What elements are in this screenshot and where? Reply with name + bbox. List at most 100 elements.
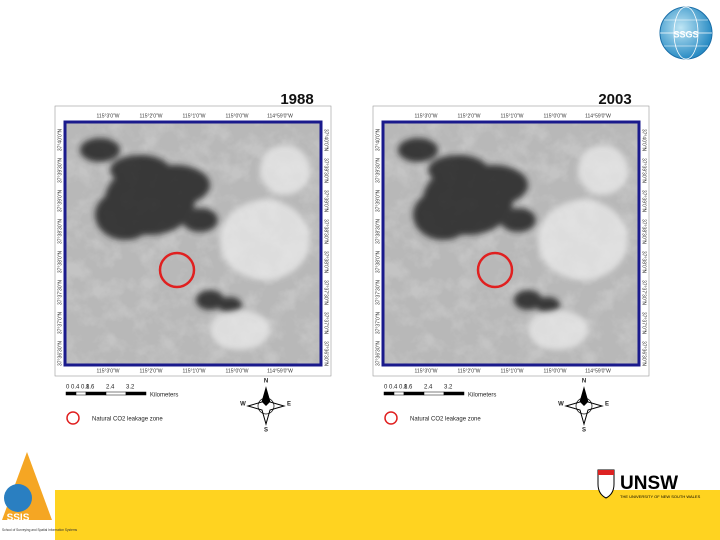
scale-segment <box>65 391 77 396</box>
legend-text: Natural CO2 leakage zone <box>92 417 163 423</box>
footer-bar <box>55 490 720 540</box>
compass-ring <box>575 397 593 415</box>
scale-segment <box>125 391 147 396</box>
lat-label: 37°39'30"N <box>375 158 381 183</box>
lat-label: 37°39'30"N <box>57 158 63 183</box>
lat-label: 37°40'0"N <box>323 129 329 152</box>
map-frame <box>381 120 641 367</box>
dark-patch <box>80 138 120 162</box>
light-region <box>528 145 628 350</box>
lat-label: 37°38'30"N <box>375 219 381 244</box>
panel-year: 1988 <box>280 91 313 108</box>
lon-label: 115°3'0"W <box>97 368 120 374</box>
compass-s: S <box>264 428 268 434</box>
lat-label: 37°38'30"N <box>641 219 647 244</box>
lat-label: 37°37'0"N <box>57 311 63 334</box>
lon-label: 114°59'0"W <box>267 368 293 374</box>
compass-w: W <box>240 402 246 408</box>
dark-patch <box>110 155 170 185</box>
scale-label: 0 0.4 0.8 <box>66 385 90 391</box>
legend-symbol <box>384 411 398 425</box>
dark-patch <box>398 138 438 162</box>
ssis-logo-sub: School of Surveying and Spatial Informat… <box>2 528 78 532</box>
lat-label: 37°38'30"N <box>323 219 329 244</box>
lon-label: 115°2'0"W <box>458 113 481 119</box>
compass-w: W <box>558 402 564 408</box>
lon-label: 115°1'0"W <box>183 368 206 374</box>
map-panel: 2003 115°3'0"W 115°3'0"W 115°2'0"W 115°2'0"W… <box>372 91 650 434</box>
lon-label: 114°59'0"W <box>585 113 611 119</box>
dark-patch <box>514 290 542 310</box>
scale-segment <box>105 391 127 396</box>
lat-label: 37°39'0"N <box>375 189 381 212</box>
compass-s: S <box>582 428 586 434</box>
lat-label: 37°38'0"N <box>323 251 329 274</box>
compass-ring <box>257 397 275 415</box>
lat-label: 37°36'30"N <box>323 341 329 366</box>
compass-n: N <box>264 379 268 385</box>
globe-logo-text: SSGS <box>673 29 698 39</box>
compass-star-inner <box>262 388 270 406</box>
dark-region <box>398 138 560 313</box>
compass-n: N <box>582 379 586 385</box>
lon-label: 115°1'0"W <box>501 113 524 119</box>
scale-segment <box>383 391 395 396</box>
scale-segment <box>423 391 445 396</box>
scale-segment <box>403 391 425 396</box>
compass: N S W E <box>240 379 291 434</box>
lon-label: 115°2'0"W <box>140 368 163 374</box>
scale-label: 1.6 <box>404 385 413 391</box>
lat-label: 37°38'0"N <box>641 251 647 274</box>
lat-label: 37°36'30"N <box>375 341 381 366</box>
compass-star-inner <box>580 388 588 406</box>
dark-patch <box>196 290 224 310</box>
compass: N S W E <box>558 379 609 434</box>
light-patch <box>210 310 270 350</box>
dark-patch <box>95 190 155 240</box>
lat-label: 37°39'30"N <box>641 158 647 183</box>
dark-region <box>80 138 242 313</box>
lat-label: 37°38'30"N <box>57 219 63 244</box>
lon-label: 114°59'0"W <box>267 113 293 119</box>
dark-patch <box>536 297 560 313</box>
lat-label: 37°37'0"N <box>323 312 329 335</box>
lat-label: 37°37'0"N <box>375 311 381 334</box>
ssis-logo: SSIS School of Surveying and Spatial Inf… <box>2 452 78 532</box>
scale-segment <box>85 391 107 396</box>
scale-label: 2.4 <box>106 385 115 391</box>
lon-label: 115°0'0"W <box>226 368 249 374</box>
lat-label: 37°37'30"N <box>57 280 63 305</box>
lat-label: 37°36'30"N <box>57 341 63 366</box>
light-patch <box>578 145 628 195</box>
lat-label: 37°40'0"N <box>641 129 647 152</box>
lat-label: 37°38'0"N <box>375 250 381 273</box>
scale-segment <box>75 391 87 396</box>
globe-logo: SSGS <box>659 6 713 60</box>
lon-label: 115°1'0"W <box>183 113 206 119</box>
dark-patch <box>182 208 218 232</box>
ssis-logo-text: SSIS <box>7 513 30 524</box>
scale-unit: Kilometers <box>150 393 178 399</box>
lat-label: 37°37'30"N <box>375 280 381 305</box>
lat-label: 37°39'0"N <box>57 189 63 212</box>
lat-label: 37°36'30"N <box>641 341 647 366</box>
map-panel: 1988 115°3'0"W 115°3'0"W 115°2'0"W 115°2'0"W… <box>54 91 332 434</box>
lat-label: 37°39'0"N <box>641 190 647 213</box>
leakage-circle <box>476 251 514 289</box>
lat-label: 37°39'30"N <box>323 158 329 183</box>
scale-label: 1.6 <box>86 385 95 391</box>
compass-e: E <box>605 402 609 408</box>
lon-label: 114°59'0"W <box>585 368 611 374</box>
scale-label: 0 0.4 0.8 <box>384 385 408 391</box>
lon-label: 115°2'0"W <box>458 368 481 374</box>
unsw-logo-sub: THE UNIVERSITY OF NEW SOUTH WALES <box>620 494 701 499</box>
lat-label: 37°37'30"N <box>641 280 647 305</box>
panel-year: 2003 <box>598 91 631 108</box>
lon-label: 115°2'0"W <box>140 113 163 119</box>
light-region <box>210 145 310 350</box>
unsw-logo-text: UNSW <box>620 473 678 494</box>
unsw-logo: UNSW THE UNIVERSITY OF NEW SOUTH WALES <box>597 469 701 499</box>
light-patch <box>528 310 588 350</box>
lon-label: 115°0'0"W <box>226 113 249 119</box>
lon-label: 115°0'0"W <box>544 368 567 374</box>
